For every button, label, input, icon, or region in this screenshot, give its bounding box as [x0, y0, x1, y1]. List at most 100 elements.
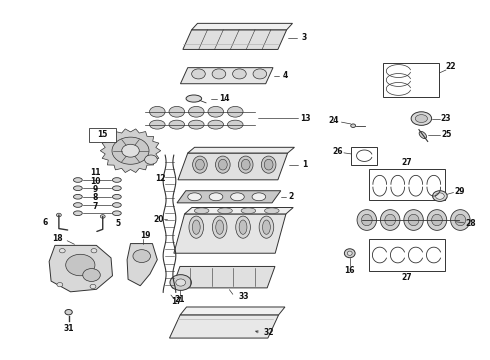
Text: 12: 12 — [155, 174, 166, 183]
Ellipse shape — [219, 159, 227, 170]
Ellipse shape — [252, 193, 266, 201]
Ellipse shape — [227, 120, 243, 129]
Text: 6: 6 — [43, 218, 48, 227]
Bar — [351, 148, 376, 165]
Ellipse shape — [169, 120, 185, 129]
Ellipse shape — [74, 178, 82, 182]
Text: 11: 11 — [90, 168, 100, 177]
Polygon shape — [183, 30, 287, 49]
Ellipse shape — [74, 194, 82, 199]
Ellipse shape — [193, 220, 200, 234]
Polygon shape — [177, 191, 281, 203]
Ellipse shape — [411, 112, 432, 125]
Ellipse shape — [404, 210, 423, 230]
Text: 20: 20 — [153, 215, 164, 224]
Circle shape — [133, 249, 150, 262]
Ellipse shape — [74, 203, 82, 207]
Text: 29: 29 — [454, 187, 465, 196]
Polygon shape — [170, 315, 279, 338]
Ellipse shape — [149, 120, 165, 129]
Bar — [383, 63, 439, 97]
Bar — [369, 168, 444, 200]
Text: 24: 24 — [328, 116, 339, 125]
Polygon shape — [178, 153, 288, 180]
Ellipse shape — [264, 159, 273, 170]
Circle shape — [145, 155, 157, 164]
Ellipse shape — [263, 220, 270, 234]
Ellipse shape — [427, 210, 447, 230]
Ellipse shape — [261, 156, 276, 173]
Ellipse shape — [227, 107, 243, 117]
Ellipse shape — [59, 249, 65, 253]
Bar — [89, 128, 116, 142]
Ellipse shape — [195, 208, 209, 213]
Ellipse shape — [74, 211, 82, 216]
Ellipse shape — [236, 216, 250, 238]
Ellipse shape — [149, 107, 165, 117]
Ellipse shape — [239, 156, 253, 173]
Ellipse shape — [90, 284, 96, 289]
Ellipse shape — [433, 191, 447, 202]
Bar — [369, 239, 444, 271]
Ellipse shape — [113, 178, 121, 182]
Ellipse shape — [189, 120, 204, 129]
Polygon shape — [49, 246, 113, 292]
Circle shape — [83, 269, 100, 282]
Text: 2: 2 — [288, 192, 293, 201]
Ellipse shape — [362, 214, 372, 226]
Ellipse shape — [212, 69, 226, 79]
Text: 17: 17 — [172, 297, 182, 306]
Text: 7: 7 — [93, 202, 98, 211]
Circle shape — [122, 144, 139, 157]
Ellipse shape — [186, 95, 202, 102]
Ellipse shape — [57, 283, 63, 287]
Ellipse shape — [419, 131, 426, 139]
Ellipse shape — [347, 251, 352, 255]
Ellipse shape — [216, 156, 230, 173]
Polygon shape — [172, 266, 275, 288]
Text: 28: 28 — [466, 219, 476, 228]
Ellipse shape — [56, 213, 61, 217]
Polygon shape — [192, 23, 293, 30]
Ellipse shape — [265, 208, 279, 213]
Ellipse shape — [416, 114, 427, 122]
Ellipse shape — [351, 124, 356, 127]
Ellipse shape — [218, 208, 232, 213]
Text: 31: 31 — [63, 324, 74, 333]
Ellipse shape — [74, 186, 82, 190]
Ellipse shape — [189, 216, 203, 238]
Ellipse shape — [212, 216, 227, 238]
Ellipse shape — [380, 210, 400, 230]
Ellipse shape — [65, 310, 73, 315]
Ellipse shape — [432, 214, 442, 226]
Text: 4: 4 — [283, 71, 288, 80]
Ellipse shape — [193, 156, 207, 173]
Text: 27: 27 — [401, 273, 412, 282]
Polygon shape — [100, 129, 161, 172]
Ellipse shape — [113, 186, 121, 190]
Ellipse shape — [242, 159, 250, 170]
Ellipse shape — [209, 193, 223, 201]
Ellipse shape — [208, 107, 223, 117]
Text: 18: 18 — [52, 234, 63, 243]
Polygon shape — [174, 214, 286, 253]
Text: 27: 27 — [401, 158, 412, 167]
Text: 15: 15 — [98, 130, 108, 139]
Ellipse shape — [113, 194, 121, 199]
Ellipse shape — [231, 193, 245, 201]
Ellipse shape — [208, 120, 223, 129]
Circle shape — [66, 254, 95, 276]
Polygon shape — [127, 244, 157, 286]
Ellipse shape — [189, 107, 204, 117]
Ellipse shape — [188, 193, 201, 201]
Text: 19: 19 — [140, 231, 150, 240]
Ellipse shape — [357, 210, 376, 230]
Ellipse shape — [385, 214, 395, 226]
Ellipse shape — [451, 210, 470, 230]
Text: 5: 5 — [116, 219, 121, 228]
Ellipse shape — [196, 159, 204, 170]
Text: 3: 3 — [301, 33, 306, 42]
Text: 8: 8 — [93, 193, 98, 202]
Ellipse shape — [455, 214, 466, 226]
Text: 21: 21 — [174, 295, 185, 304]
